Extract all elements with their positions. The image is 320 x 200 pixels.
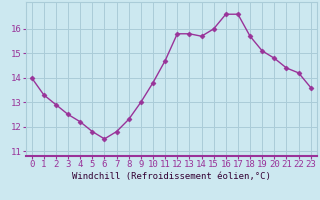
X-axis label: Windchill (Refroidissement éolien,°C): Windchill (Refroidissement éolien,°C) (72, 172, 271, 181)
